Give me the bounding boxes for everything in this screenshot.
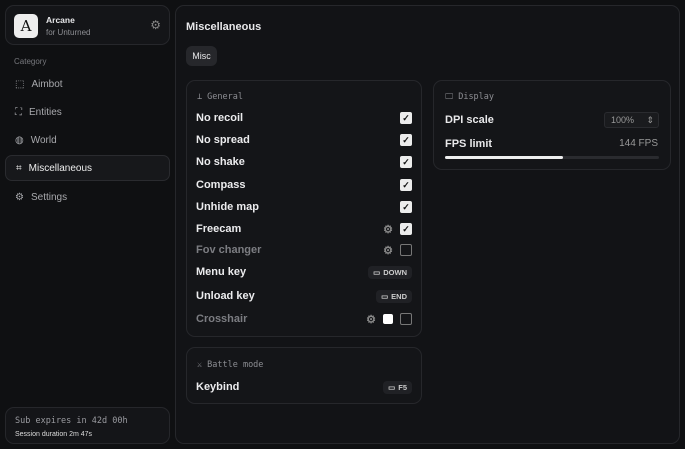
keybind-button[interactable]: ▭ F5 [383,380,412,394]
sidebar-item-aimbot[interactable]: ⬚ Aimbot [5,71,170,97]
stepper-icon[interactable]: ⇕ [646,114,654,125]
gear-icon: ⚙ [15,191,24,203]
battle-card [186,347,422,404]
display-header: 🖵 Display [445,92,494,102]
row-label: No spread [196,134,250,146]
keyboard-icon: ▭ [373,267,381,277]
sidebar-item-label: Miscellaneous [28,162,93,174]
fps-value: 144 FPS [619,138,658,149]
checkbox[interactable]: ✓ [400,201,412,213]
dpi-value: 100% [611,115,635,125]
checkbox[interactable]: ✓ [400,112,412,124]
row-no-spread: No spread ✓ [196,130,412,150]
row-no-recoil: No recoil ✓ [196,108,412,128]
row-label: Unhide map [196,201,259,213]
row-unhide-map: Unhide map ✓ [196,197,412,217]
row-label: Unload key [196,290,255,302]
battle-icon: ⚔ [197,360,203,370]
row-label: No shake [196,156,245,168]
keybind-row: Keybind ▭ F5 [196,377,412,397]
grid-icon: ⌗ [16,162,22,174]
checkbox[interactable]: ✓ [400,156,412,168]
gear-icon[interactable]: ⚙ [366,313,376,326]
row-no-shake: No shake ✓ [196,152,412,172]
gear-icon[interactable]: ⚙ [383,244,393,257]
display-title: Display [458,92,495,102]
entities-icon: ⛶ [15,106,22,118]
checkbox[interactable]: ✓ [400,134,412,146]
row-menu-key: Menu key ▭ DOWN [196,262,412,282]
row-label: Crosshair [196,313,248,325]
tab-misc[interactable]: Misc [186,46,217,66]
crosshair-icon: ⬚ [15,78,25,90]
color-swatch[interactable] [383,314,393,324]
app-subtitle: for Unturned [46,28,91,37]
sidebar-item-label: Aimbot [31,78,63,90]
sidebar-item-settings[interactable]: ⚙ Settings [5,184,170,210]
key-value: END [391,291,407,301]
key-value: DOWN [383,267,407,277]
logo: A [14,14,38,38]
row-label: Menu key [196,266,247,278]
sidebar-item-label: Entities [29,106,62,118]
sidebar-item-world[interactable]: ◍ World [5,127,170,153]
row-label: No recoil [196,112,244,124]
row-crosshair: Crosshair ⚙ [196,309,412,329]
fps-slider-fill [445,156,563,159]
general-header: ⊥ General [197,92,243,102]
brand-card: A Arcane for Unturned ⚙ [5,5,170,45]
dpi-label: DPI scale [445,114,494,126]
checkbox[interactable] [400,313,412,325]
monitor-icon: 🖵 [445,92,454,102]
session-duration: Session duration 2m 47s [15,431,93,438]
settings-gear-icon[interactable]: ⚙ [150,18,161,32]
sidebar-item-label: Settings [30,191,68,203]
battle-header: ⚔ Battle mode [197,360,263,370]
fps-slider[interactable] [445,156,659,159]
checkbox[interactable]: ✓ [400,223,412,235]
page-title: Miscellaneous [186,21,262,33]
key-button[interactable]: ▭ DOWN [368,265,412,279]
keyboard-icon: ▭ [381,291,389,301]
keybind-value: F5 [398,382,407,392]
row-label: Fov changer [196,244,262,256]
battle-title: Battle mode [207,360,264,370]
row-unload-key: Unload key ▭ END [196,286,412,306]
dpi-input[interactable]: 100% ⇕ [604,112,659,128]
checkbox[interactable] [400,244,412,256]
sidebar-item-entities[interactable]: ⛶ Entities [5,99,170,125]
key-button[interactable]: ▭ END [376,289,412,303]
sidebar-item-label: World [30,134,57,146]
sub-expiry: Sub expires in 42d 00h [15,416,128,426]
category-label: Category [14,57,47,66]
keyboard-icon: ▭ [388,382,396,392]
row-label: Freecam [196,223,242,235]
row-freecam: Freecam ⚙ ✓ [196,219,412,239]
general-icon: ⊥ [197,92,203,102]
fps-label: FPS limit [445,138,493,150]
keybind-label: Keybind [196,381,240,393]
subscription-card: Sub expires in 42d 00h Session duration … [5,407,170,444]
app-name: Arcane [46,15,75,25]
globe-icon: ◍ [15,134,24,146]
gear-icon[interactable]: ⚙ [383,223,393,236]
sidebar-item-miscellaneous[interactable]: ⌗ Miscellaneous [5,155,170,181]
general-title: General [207,92,243,102]
row-compass: Compass ✓ [196,175,412,195]
checkbox[interactable]: ✓ [400,179,412,191]
row-fov-changer: Fov changer ⚙ [196,240,412,260]
row-label: Compass [196,179,246,191]
